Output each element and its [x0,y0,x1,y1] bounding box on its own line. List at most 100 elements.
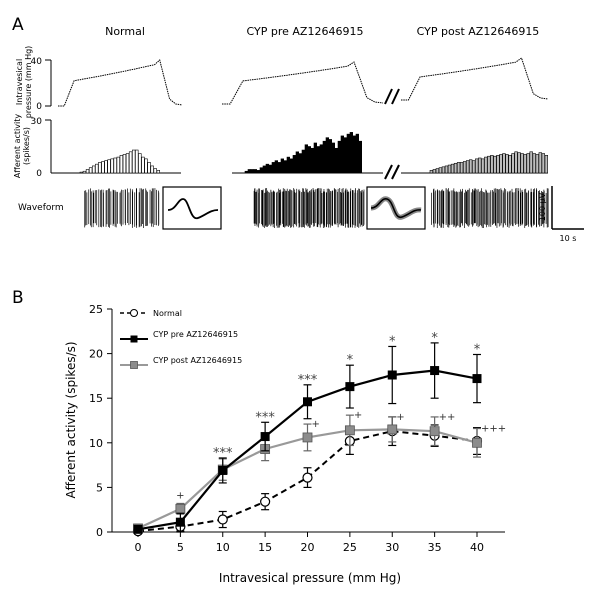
pressure-trace-pre [222,61,384,105]
histogram-bar [441,166,446,174]
histogram-bar [529,151,533,174]
histogram-bar [459,162,464,174]
data-point [472,437,482,448]
histogram-bar [153,168,157,174]
histogram-bar [292,155,297,174]
histogram-bar [150,165,154,174]
histogram-bar [156,170,160,174]
waveform-inset-normal [162,186,222,230]
histogram-bar [346,133,351,174]
histogram-bar [79,171,84,174]
histogram-bar [349,132,354,174]
histogram-bar [325,137,330,174]
histogram-bar [247,169,252,174]
pressure-traces [58,57,549,107]
histogram-bar [104,160,108,174]
scale-voltage-label: 100 μV [538,192,547,221]
series-cyp-pre [133,342,482,534]
data-point [387,424,398,435]
histogram-bar [462,161,467,174]
annotation-pre: * [389,334,396,349]
histogram-bar [487,155,491,174]
x-tick-label: 10 [216,541,230,554]
legend-label-pre: CYP pre AZ12646915 [153,330,238,339]
x-tick-label: 30 [385,541,399,554]
panel-a-label: A [12,15,24,35]
histogram-bar [514,151,518,174]
histogram-bar [82,170,87,174]
pressure-trace-normal [58,59,183,107]
histogram-bar [98,162,102,174]
histogram-bar [478,157,482,174]
y-ticks: 0 5 10 15 20 25 [89,303,112,539]
annotation-pre: *** [298,373,318,388]
histogram-bar [517,152,521,174]
data-point [302,472,313,483]
legend-label-post: CYP post AZ12646915 [153,356,242,365]
histogram-bar [523,154,527,174]
raster-post [431,188,549,228]
histogram-bar [481,158,485,174]
activity-histograms [79,132,548,174]
histogram-bar [304,144,309,174]
legend-item-post: CYP post AZ12646915 [120,356,242,369]
histogram-bar [541,153,545,174]
histogram-bar [313,142,318,174]
histogram-bar [256,170,261,174]
histogram-bar [447,164,452,174]
histogram-bar [113,157,117,174]
histogram-bar [92,165,96,174]
histogram-bar [144,158,148,174]
histogram-bar [508,155,512,174]
histogram-bar [95,163,99,174]
data-point [302,432,313,443]
histogram-bar [110,158,114,174]
x-axis-label: Intravesical pressure (mm Hg) [219,571,401,585]
histogram-post [429,151,548,174]
activity-axis-label-line2: (spikes/s) [22,127,31,165]
histogram-bar [355,133,360,174]
histogram-bar [450,163,455,174]
histogram-bar [322,140,327,174]
histogram-bar [289,158,294,174]
break-mark-activity [384,164,400,180]
histogram-bar [138,153,142,174]
histogram-bar [307,146,312,174]
histogram-bar [265,163,270,174]
legend-item-normal: Normal [120,309,182,318]
data-point [133,524,143,534]
data-point [430,366,440,376]
histogram-bar [334,147,339,174]
histogram-bar [135,149,139,174]
waveform-rasters [84,188,549,228]
histogram-bar [502,153,506,174]
histogram-bar [475,158,479,174]
histogram-bar [88,167,93,174]
data-point [387,370,397,380]
data-point [260,432,270,442]
histogram-bar [132,149,136,174]
histogram-bar [244,170,249,174]
y-tick-label: 5 [96,481,103,494]
histogram-bar [328,139,333,174]
condition-normal-title: Normal [105,25,145,38]
pressure-axis: Intravesical pressure (mm Hg) 40 0 [15,46,52,118]
histogram-bar [128,151,133,174]
histogram-bar [301,149,306,174]
panel-b-label: B [12,288,24,308]
annotation-post: + [176,490,184,501]
annotation-pre: * [347,353,354,368]
waveform-label: Waveform [18,203,64,213]
histogram-bar [337,140,342,174]
histogram-bar [432,169,437,174]
histogram-bar [505,154,509,174]
data-point [260,496,271,507]
x-ticks: 0 5 10 15 20 25 30 35 40 [135,532,484,554]
histogram-bar [343,137,348,174]
scale-time-label: 10 s [560,234,577,243]
waveform-inset-pre [366,186,426,230]
histogram-bar [532,153,536,174]
data-point [344,425,355,436]
histogram-bar [283,160,288,174]
pressure-axis-label-line1: Intravesical [15,59,24,105]
